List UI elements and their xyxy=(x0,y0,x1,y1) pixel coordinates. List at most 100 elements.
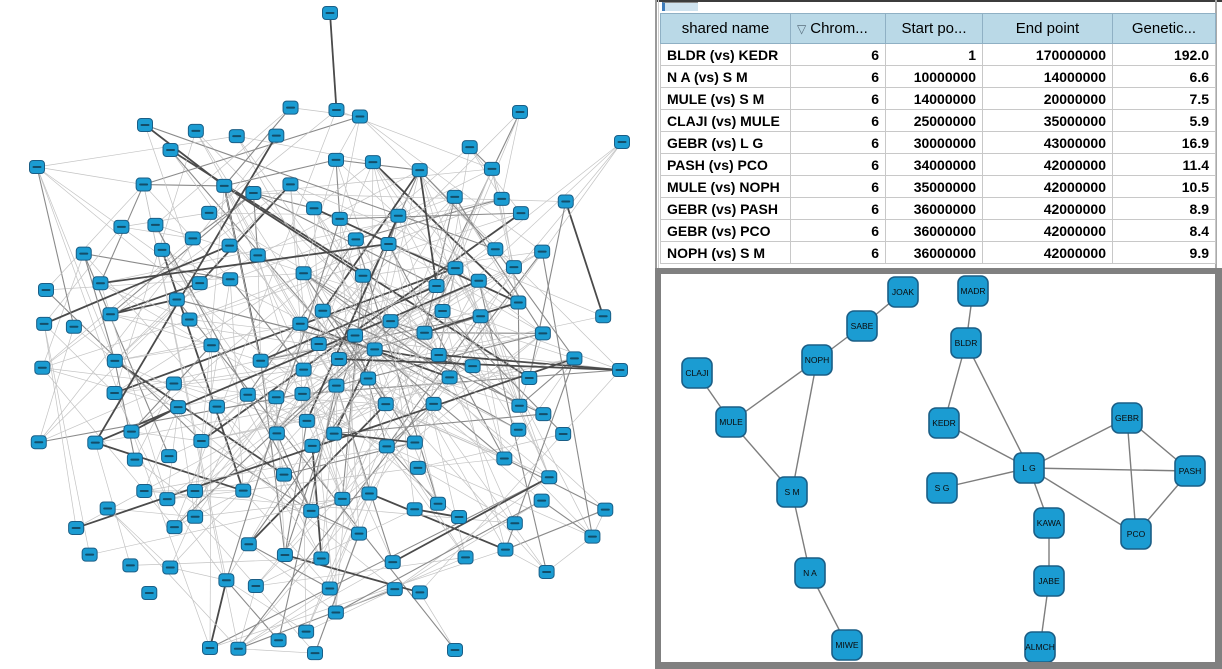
table-cell[interactable]: BLDR (vs) KEDR xyxy=(660,43,791,66)
table-cell[interactable]: 11.4 xyxy=(1112,153,1216,176)
network-edge[interactable] xyxy=(143,116,361,186)
network-edge[interactable] xyxy=(386,333,544,447)
network-edge[interactable] xyxy=(336,385,370,494)
network-edge[interactable] xyxy=(388,243,544,334)
network-edge[interactable] xyxy=(276,396,386,405)
network-edge[interactable] xyxy=(517,302,520,406)
network-node[interactable] xyxy=(304,438,321,453)
network-edge[interactable] xyxy=(36,166,116,362)
network-node[interactable] xyxy=(506,516,523,531)
network-edge[interactable] xyxy=(121,212,210,228)
network-edge[interactable] xyxy=(310,510,360,535)
network-edge[interactable] xyxy=(36,166,75,327)
table-cell[interactable]: 42000000 xyxy=(982,241,1113,264)
network-node[interactable] xyxy=(106,353,123,368)
network-node[interactable] xyxy=(282,100,299,115)
network-node[interactable] xyxy=(235,483,252,498)
subnetwork-node-claji[interactable]: CLAJI xyxy=(681,357,713,389)
network-edge[interactable] xyxy=(478,280,520,406)
network-node[interactable] xyxy=(65,319,82,334)
network-node[interactable] xyxy=(268,426,285,441)
network-node[interactable] xyxy=(447,261,464,276)
network-edge[interactable] xyxy=(177,407,196,517)
table-cell[interactable]: 36000000 xyxy=(885,219,983,242)
network-edge[interactable] xyxy=(73,326,396,590)
network-node[interactable] xyxy=(557,194,574,209)
network-edge[interactable] xyxy=(43,323,77,528)
network-edge[interactable] xyxy=(174,109,337,528)
network-edge[interactable] xyxy=(302,251,543,395)
network-edge[interactable] xyxy=(144,124,496,250)
network-edge[interactable] xyxy=(255,508,415,587)
network-node[interactable] xyxy=(168,292,185,307)
network-node[interactable] xyxy=(612,363,628,377)
network-node[interactable] xyxy=(38,283,54,297)
network-edge[interactable] xyxy=(114,130,197,394)
network-node[interactable] xyxy=(193,434,210,449)
network-edge[interactable] xyxy=(43,226,122,325)
network-node[interactable] xyxy=(166,520,183,535)
table-cell[interactable]: NOPH (vs) S M xyxy=(660,241,791,264)
network-edge[interactable] xyxy=(438,354,621,371)
network-node[interactable] xyxy=(218,573,235,588)
network-node[interactable] xyxy=(328,152,345,167)
network-edge[interactable] xyxy=(144,124,225,187)
network-edge[interactable] xyxy=(501,111,521,199)
network-edge[interactable] xyxy=(394,476,550,590)
network-node[interactable] xyxy=(457,550,474,565)
network-edge[interactable] xyxy=(385,403,550,478)
network-node[interactable] xyxy=(361,486,378,501)
network-node[interactable] xyxy=(406,502,423,517)
network-edge[interactable] xyxy=(305,168,493,632)
network-edge[interactable] xyxy=(201,394,249,442)
network-edge[interactable] xyxy=(144,442,415,492)
network-node[interactable] xyxy=(162,560,179,575)
network-edge[interactable] xyxy=(303,272,450,378)
network-node[interactable] xyxy=(351,526,368,541)
network-edge[interactable] xyxy=(194,349,375,492)
network-edge[interactable] xyxy=(333,354,439,434)
network-edge[interactable] xyxy=(253,192,566,202)
network-edge[interactable] xyxy=(305,588,395,632)
network-node[interactable] xyxy=(390,208,407,223)
network-node[interactable] xyxy=(327,605,344,620)
network-edge[interactable] xyxy=(229,278,305,370)
network-node[interactable] xyxy=(122,558,139,573)
network-edge[interactable] xyxy=(114,360,285,476)
network-edge[interactable] xyxy=(236,135,373,163)
network-edge[interactable] xyxy=(303,273,337,386)
network-edge[interactable] xyxy=(394,500,542,590)
network-edge[interactable] xyxy=(100,243,389,285)
network-edge[interactable] xyxy=(322,310,387,405)
table-cell[interactable]: 8.4 xyxy=(1112,219,1216,242)
network-node[interactable] xyxy=(249,248,266,263)
network-node[interactable] xyxy=(328,378,345,393)
network-node[interactable] xyxy=(203,338,220,353)
network-node[interactable] xyxy=(334,491,351,506)
table-cell[interactable]: 42000000 xyxy=(982,153,1113,176)
network-node[interactable] xyxy=(298,413,315,428)
network-node[interactable] xyxy=(451,510,468,525)
network-node[interactable] xyxy=(113,219,130,234)
network-node[interactable] xyxy=(247,579,264,594)
network-node[interactable] xyxy=(307,646,324,661)
network-edge[interactable] xyxy=(114,392,168,500)
network-node[interactable] xyxy=(228,129,245,144)
network-edge[interactable] xyxy=(329,12,338,111)
network-edge[interactable] xyxy=(369,141,623,494)
network-edge[interactable] xyxy=(313,208,320,344)
network-node[interactable] xyxy=(187,509,204,524)
network-edge[interactable] xyxy=(334,432,415,444)
network-edge[interactable] xyxy=(194,243,389,517)
network-edge[interactable] xyxy=(392,476,550,563)
network-node[interactable] xyxy=(366,342,383,357)
network-edge[interactable] xyxy=(107,508,196,518)
network-edge[interactable] xyxy=(424,267,456,333)
network-edge[interactable] xyxy=(143,406,179,492)
network-edge[interactable] xyxy=(564,201,605,317)
network-edge[interactable] xyxy=(155,107,291,226)
network-edge[interactable] xyxy=(143,183,225,187)
network-edge[interactable] xyxy=(229,279,244,491)
network-node[interactable] xyxy=(81,547,98,562)
